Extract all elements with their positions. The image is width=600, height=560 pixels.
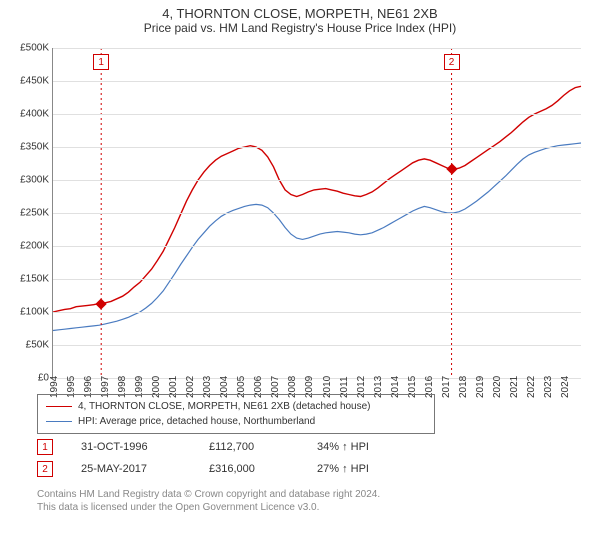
sale-event-marker: 1 bbox=[93, 54, 109, 70]
sale-pct: 34% ↑ HPI bbox=[317, 441, 369, 453]
gridline bbox=[53, 81, 581, 82]
sale-pct: 27% ↑ HPI bbox=[317, 463, 369, 475]
sale-date: 25-MAY-2017 bbox=[81, 463, 181, 475]
line-hpi bbox=[53, 143, 581, 331]
sale-row: 1 31-OCT-1996 £112,700 34% ↑ HPI bbox=[37, 436, 369, 458]
gridline bbox=[53, 345, 581, 346]
sale-marker-2: 2 bbox=[37, 461, 53, 477]
legend-item-property: 4, THORNTON CLOSE, MORPETH, NE61 2XB (de… bbox=[46, 399, 426, 414]
y-axis-label: £350K bbox=[20, 142, 53, 153]
footer-attribution: Contains HM Land Registry data © Crown c… bbox=[37, 488, 380, 514]
x-axis-label: 2017 bbox=[441, 376, 452, 398]
sale-price: £316,000 bbox=[209, 463, 289, 475]
chart-plot-area: £0£50K£100K£150K£200K£250K£300K£350K£400… bbox=[52, 48, 581, 379]
legend-line-hpi bbox=[46, 421, 72, 422]
x-axis-label: 2018 bbox=[458, 376, 469, 398]
legend-label-property: 4, THORNTON CLOSE, MORPETH, NE61 2XB (de… bbox=[78, 399, 371, 414]
gridline bbox=[53, 180, 581, 181]
x-axis-label: 2022 bbox=[526, 376, 537, 398]
y-axis-label: £100K bbox=[20, 307, 53, 318]
legend: 4, THORNTON CLOSE, MORPETH, NE61 2XB (de… bbox=[37, 394, 435, 434]
gridline bbox=[53, 279, 581, 280]
y-axis-label: £250K bbox=[20, 208, 53, 219]
sale-date: 31-OCT-1996 bbox=[81, 441, 181, 453]
chart-title: 4, THORNTON CLOSE, MORPETH, NE61 2XB bbox=[0, 0, 600, 21]
y-axis-label: £400K bbox=[20, 109, 53, 120]
y-axis-label: £200K bbox=[20, 241, 53, 252]
gridline bbox=[53, 246, 581, 247]
x-axis-label: 2020 bbox=[492, 376, 503, 398]
legend-item-hpi: HPI: Average price, detached house, Nort… bbox=[46, 414, 426, 429]
y-axis-label: £150K bbox=[20, 274, 53, 285]
y-axis-label: £500K bbox=[20, 43, 53, 54]
sale-price: £112,700 bbox=[209, 441, 289, 453]
sale-marker-1: 1 bbox=[37, 439, 53, 455]
sale-row: 2 25-MAY-2017 £316,000 27% ↑ HPI bbox=[37, 458, 369, 480]
gridline bbox=[53, 147, 581, 148]
gridline bbox=[53, 48, 581, 49]
chart-subtitle: Price paid vs. HM Land Registry's House … bbox=[0, 21, 600, 39]
x-axis-label: 2024 bbox=[560, 376, 571, 398]
sale-event-marker: 2 bbox=[444, 54, 460, 70]
legend-label-hpi: HPI: Average price, detached house, Nort… bbox=[78, 414, 315, 429]
gridline bbox=[53, 312, 581, 313]
y-axis-label: £450K bbox=[20, 76, 53, 87]
x-axis-label: 2023 bbox=[543, 376, 554, 398]
x-axis-label: 2021 bbox=[509, 376, 520, 398]
x-axis-label: 2019 bbox=[475, 376, 486, 398]
y-axis-label: £300K bbox=[20, 175, 53, 186]
legend-line-property bbox=[46, 406, 72, 407]
gridline bbox=[53, 213, 581, 214]
sale-events-table: 1 31-OCT-1996 £112,700 34% ↑ HPI 2 25-MA… bbox=[37, 436, 369, 480]
y-axis-label: £50K bbox=[26, 340, 53, 351]
gridline bbox=[53, 114, 581, 115]
